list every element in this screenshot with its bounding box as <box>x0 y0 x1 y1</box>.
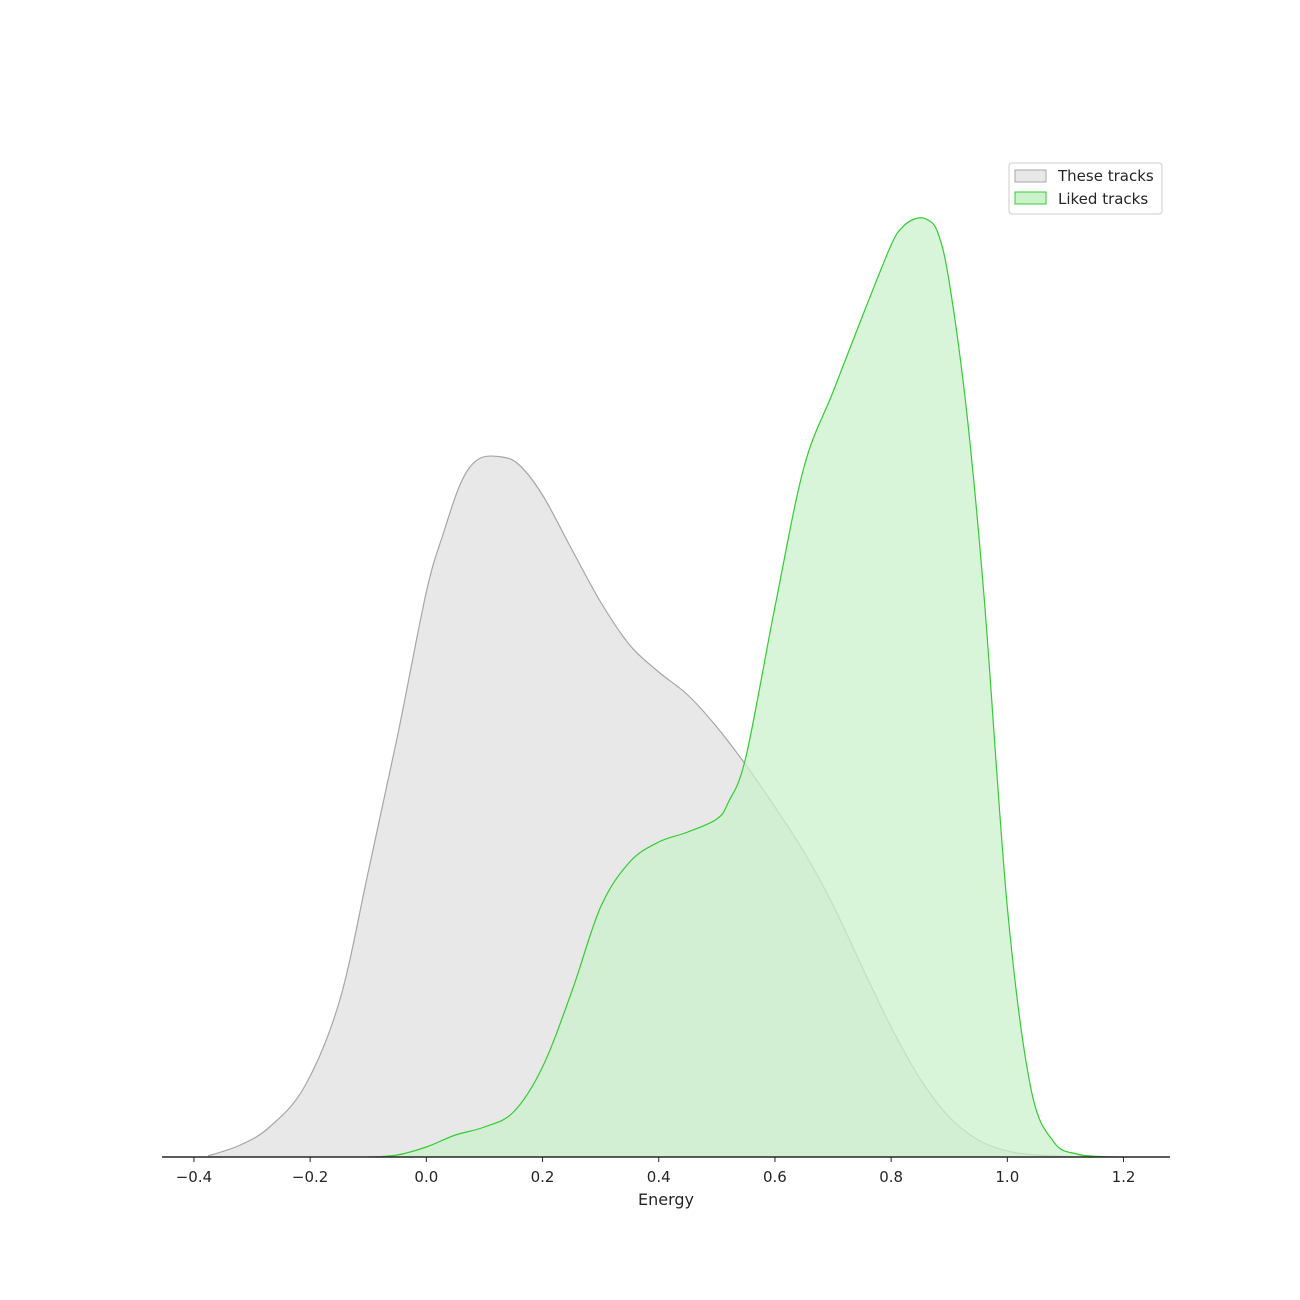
legend: These tracks Liked tracks <box>1008 162 1163 215</box>
x-tick-label: 1.2 <box>1112 1168 1136 1186</box>
legend-label-these-tracks: These tracks <box>1057 167 1154 185</box>
x-axis-title: Energy <box>638 1190 694 1209</box>
legend-swatch-liked-tracks <box>1014 191 1047 205</box>
legend-swatch-these-tracks <box>1014 169 1047 183</box>
density-area-these-tracks <box>207 456 1095 1158</box>
density-line-liked-tracks <box>368 217 1124 1158</box>
x-tick-label: 0.0 <box>414 1168 438 1186</box>
density-area-liked-tracks <box>368 217 1124 1157</box>
x-tick-label: 0.6 <box>763 1168 787 1186</box>
legend-label-liked-tracks: Liked tracks <box>1058 190 1148 208</box>
density-areas <box>207 217 1124 1158</box>
x-axis-ticks: −0.4 −0.2 0.0 0.2 0.4 0.6 0.8 1.0 1.2 <box>176 1157 1136 1186</box>
x-tick-label: 1.0 <box>995 1168 1019 1186</box>
legend-frame <box>1008 162 1163 215</box>
x-tick-label: 0.4 <box>647 1168 671 1186</box>
x-tick-label: −0.2 <box>292 1168 328 1186</box>
x-tick-label: −0.4 <box>176 1168 212 1186</box>
x-tick-label: 0.2 <box>531 1168 555 1186</box>
x-tick-label: 0.8 <box>879 1168 903 1186</box>
